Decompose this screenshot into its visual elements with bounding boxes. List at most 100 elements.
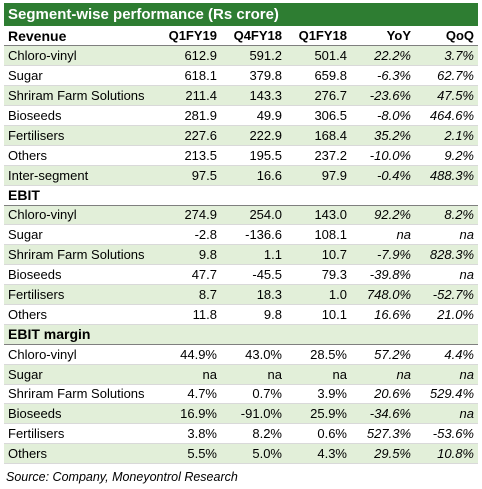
table-cell: 10.1 — [286, 304, 351, 325]
table-cell: 4.3% — [286, 443, 351, 465]
table-row: Others 213.5 195.5 237.2 -10.0% 9.2% — [4, 145, 478, 166]
table-cell: 274.9 — [157, 205, 221, 226]
table-cell: 108.1 — [286, 224, 351, 246]
table-cell: 237.2 — [286, 145, 351, 166]
table-cell: 2.1% — [415, 125, 478, 146]
table-title: Segment-wise performance (Rs crore) — [4, 3, 478, 26]
row-label: Fertilisers — [4, 284, 157, 305]
table-row: Bioseeds 281.9 49.9 306.5 -8.0% 464.6% — [4, 105, 478, 126]
table-cell: -6.3% — [351, 65, 415, 87]
table-cell: 501.4 — [286, 45, 351, 67]
row-label: Chloro-vinyl — [4, 45, 157, 67]
table-cell: -91.0% — [221, 403, 286, 425]
column-header: QoQ — [415, 26, 478, 47]
table-cell: -7.9% — [351, 244, 415, 266]
empty-cell — [221, 324, 286, 345]
table-row: Sugar -2.8 -136.6 108.1 na na — [4, 224, 478, 246]
table-row: Shriram Farm Solutions 4.7% 0.7% 3.9% 20.6% 5… — [4, 384, 478, 405]
table-cell: 618.1 — [157, 65, 221, 87]
row-label: Bioseeds — [4, 264, 157, 286]
row-label: Chloro-vinyl — [4, 205, 157, 226]
table-cell: 306.5 — [286, 105, 351, 126]
table-cell: 10.7 — [286, 244, 351, 266]
table-cell: 8.2% — [415, 205, 478, 226]
empty-cell — [286, 185, 351, 206]
section-title: EBIT — [4, 185, 157, 206]
table-cell: 276.7 — [286, 85, 351, 107]
table-row: Inter-segment 97.5 16.6 97.9 -0.4% 488.3% — [4, 165, 478, 186]
table-cell: 9.2% — [415, 145, 478, 166]
row-label: Fertilisers — [4, 125, 157, 146]
table-cell: 62.7% — [415, 65, 478, 87]
table-row: Others 5.5% 5.0% 4.3% 29.5% 10.8% — [4, 443, 478, 465]
empty-cell — [351, 324, 415, 345]
table-row: Chloro-vinyl 274.9 254.0 143.0 92.2% 8.2% — [4, 205, 478, 226]
table-cell: 47.5% — [415, 85, 478, 107]
table-row: Sugar 618.1 379.8 659.8 -6.3% 62.7% — [4, 65, 478, 87]
table-cell: na — [415, 403, 478, 425]
column-header: Q1FY19 — [157, 26, 221, 47]
table-cell: 18.3 — [221, 284, 286, 305]
table-row: Others 11.8 9.8 10.1 16.6% 21.0% — [4, 304, 478, 325]
row-label: Fertilisers — [4, 423, 157, 445]
table-cell: 464.6% — [415, 105, 478, 126]
table-body: Revenue Q1FY19 Q4FY18 Q1FY18 YoY QoQ Chloro-vi… — [4, 26, 478, 465]
source-note: Source: Company, Moneyontrol Research — [6, 470, 238, 485]
table-cell: -52.7% — [415, 284, 478, 305]
table-cell: 488.3% — [415, 165, 478, 186]
table-cell: -2.8 — [157, 224, 221, 246]
table-cell: -23.6% — [351, 85, 415, 107]
table-cell: 28.5% — [286, 344, 351, 365]
column-header: YoY — [351, 26, 415, 47]
empty-cell — [415, 185, 478, 206]
table-row: Bioseeds 16.9% -91.0% 25.9% -34.6% na — [4, 403, 478, 425]
table-cell: 195.5 — [221, 145, 286, 166]
table-cell: 16.6 — [221, 165, 286, 186]
table-cell: 143.3 — [221, 85, 286, 107]
table-row: Shriram Farm Solutions 9.8 1.1 10.7 -7.9% 828… — [4, 244, 478, 266]
table-cell: -53.6% — [415, 423, 478, 445]
row-label: Sugar — [4, 224, 157, 246]
table-row: Fertilisers 8.7 18.3 1.0 748.0% -52.7% — [4, 284, 478, 305]
table-cell: 612.9 — [157, 45, 221, 67]
table-row: Shriram Farm Solutions 211.4 143.3 276.7 -23… — [4, 85, 478, 107]
table-cell: 281.9 — [157, 105, 221, 126]
table-cell: -45.5 — [221, 264, 286, 286]
table-cell: 527.3% — [351, 423, 415, 445]
table-cell: 49.9 — [221, 105, 286, 126]
table-cell: 0.6% — [286, 423, 351, 445]
row-label: Inter-segment — [4, 165, 157, 186]
table-cell: 0.7% — [221, 384, 286, 405]
table-cell: 35.2% — [351, 125, 415, 146]
table-cell: 1.1 — [221, 244, 286, 266]
table-cell: 4.7% — [157, 384, 221, 405]
table-cell: na — [351, 224, 415, 246]
section-title: Revenue — [4, 26, 157, 47]
table-cell: na — [351, 364, 415, 385]
section-header-row: Revenue Q1FY19 Q4FY18 Q1FY18 YoY QoQ — [4, 26, 478, 47]
table-cell: -0.4% — [351, 165, 415, 186]
empty-cell — [351, 185, 415, 206]
table-cell: -136.6 — [221, 224, 286, 246]
column-header: Q1FY18 — [286, 26, 351, 47]
table-cell: 22.2% — [351, 45, 415, 67]
empty-cell — [415, 324, 478, 345]
table-cell: na — [286, 364, 351, 385]
table-cell: 227.6 — [157, 125, 221, 146]
table-row: Chloro-vinyl 612.9 591.2 501.4 22.2% 3.7% — [4, 45, 478, 67]
table-cell: 11.8 — [157, 304, 221, 325]
table-cell: 97.9 — [286, 165, 351, 186]
table-cell: 3.7% — [415, 45, 478, 67]
row-label: Shriram Farm Solutions — [4, 244, 157, 266]
table-row: Fertilisers 227.6 222.9 168.4 35.2% 2.1% — [4, 125, 478, 146]
table-cell: 3.9% — [286, 384, 351, 405]
table-container: Segment-wise performance (Rs crore) Reve… — [4, 3, 478, 484]
table-cell: -39.8% — [351, 264, 415, 286]
table-cell: -8.0% — [351, 105, 415, 126]
table-cell: -34.6% — [351, 403, 415, 425]
empty-cell — [221, 185, 286, 206]
table-cell: 79.3 — [286, 264, 351, 286]
table-cell: 10.8% — [415, 443, 478, 465]
table-cell: 5.5% — [157, 443, 221, 465]
table-cell: 9.8 — [157, 244, 221, 266]
